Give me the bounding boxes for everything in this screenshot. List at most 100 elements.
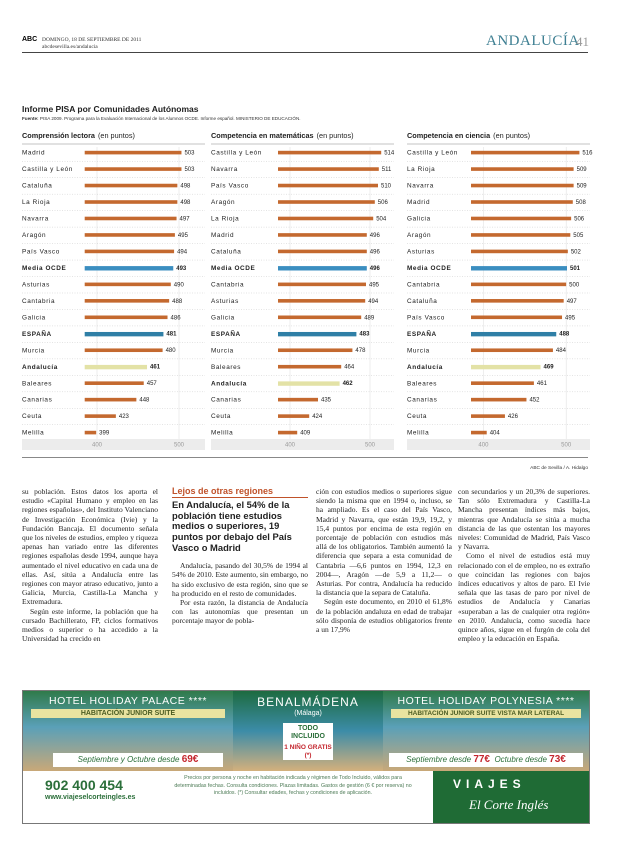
value-label: 505 (573, 233, 584, 239)
value-label: 509 (577, 167, 588, 173)
price-box: Septiembre desde 77€ Octubre desde 73€ (389, 753, 583, 767)
value-label: 510 (381, 184, 392, 190)
x-tick-label: 400 (285, 443, 296, 449)
category-label: Ceuta (407, 413, 427, 420)
bar (84, 414, 116, 418)
value-label: 500 (569, 282, 580, 288)
x-tick-label: 400 (92, 443, 103, 449)
category-label: La Rioja (22, 199, 50, 206)
category-label: Cantabria (211, 281, 244, 288)
category-label: ESPAÑA (211, 329, 241, 338)
hotel-name: HOTEL HOLIDAY PALACE **** (49, 695, 207, 707)
infographic-source: Fuente: PISA 2009. Programa para la Eval… (22, 116, 301, 121)
paragraph: Como el nivel de estudios está muy relac… (458, 551, 590, 644)
category-label: Cataluña (22, 183, 52, 190)
category-label: Melilla (22, 430, 44, 437)
source-text: PISA 2009. Programa para la Evaluación I… (39, 116, 301, 121)
value-label: 506 (378, 200, 389, 206)
category-label: Cataluña (407, 298, 437, 305)
bar (278, 348, 353, 353)
hotel-panel: HOTEL HOLIDAY PALACE **** HABITACIÓN JUN… (23, 691, 233, 771)
category-label: Baleares (407, 380, 437, 387)
value-label: 486 (171, 315, 182, 321)
badge: 1 NIÑO GRATIS (*) (283, 743, 333, 760)
bar (471, 183, 574, 188)
credit: ABC de Sevilla / A. Hidalgo (530, 466, 588, 471)
bar (471, 315, 563, 320)
brand: ABC (22, 36, 38, 43)
category-label: Castilla y León (211, 150, 262, 157)
category-label: Navarra (407, 183, 434, 190)
bar (278, 150, 382, 155)
bar (84, 233, 175, 237)
category-label: Galicia (22, 314, 46, 321)
category-label: Andalucía (22, 364, 58, 371)
date: DOMINGO, 18 DE SEPTIEMBRE DE 2011 (42, 37, 142, 43)
town-panel: BENALMÁDENA (Málaga) TODO INCLUIDO 1 NIÑ… (233, 691, 383, 771)
bar (84, 200, 178, 204)
sidebar-headline: En Andalucía, el 54% de la población tie… (172, 499, 292, 553)
category-label: La Rioja (211, 216, 239, 223)
value-label: 494 (368, 299, 379, 305)
phone: 902 400 454 (45, 777, 123, 793)
category-label: País Vasco (407, 314, 445, 321)
value-label: 409 (300, 431, 311, 437)
value-label: 488 (172, 299, 183, 305)
category-label: Castilla y León (22, 166, 73, 173)
bar (84, 348, 163, 353)
category-label: Murcia (22, 347, 45, 354)
paragraph: Por esta razón, la distancia de Andalucí… (172, 597, 308, 626)
value-label: 503 (184, 167, 195, 173)
bar (278, 430, 298, 435)
category-label: ESPAÑA (22, 329, 52, 338)
category-label: Navarra (22, 216, 49, 223)
x-tick-label: 400 (478, 443, 489, 449)
bar (278, 397, 318, 402)
province: (Málaga) (294, 710, 322, 717)
category-label: Cantabria (22, 298, 55, 305)
value-label: 483 (359, 332, 370, 338)
infographic-title: Informe PISA por Comunidades Autónomas (22, 104, 199, 114)
room-type: HABITACIÓN JUNIOR SUITE (31, 709, 225, 718)
bar (84, 331, 164, 337)
brand-box: VIAJES El Corte Inglés (433, 771, 589, 823)
bar (471, 200, 573, 204)
category-label: Cantabria (407, 281, 440, 288)
category-label: Aragón (407, 232, 431, 239)
value-label: 498 (180, 200, 191, 206)
bar (471, 282, 567, 287)
chart-unit: (en puntos) (98, 131, 135, 140)
bar (84, 150, 182, 155)
value-label: 516 (582, 151, 593, 157)
value-label: 502 (571, 249, 582, 255)
bar (84, 249, 175, 254)
bar (278, 200, 375, 204)
page-number: 41 (576, 34, 589, 49)
bar (84, 430, 97, 435)
url: abcdesevilla.es/andalucia (42, 44, 98, 50)
price-text: Octubre desde (494, 755, 547, 764)
value-label: 423 (119, 414, 130, 420)
value-label: 494 (177, 249, 188, 255)
paragraph: Según este documento, en 2010 el 61,8% d… (316, 597, 452, 635)
value-label: 503 (184, 151, 195, 157)
bar (84, 315, 168, 320)
price-text: Septiembre y Octubre desde (77, 755, 180, 764)
hotel-name: HOTEL HOLIDAY POLYNESIA **** (397, 695, 575, 707)
bar (471, 233, 571, 237)
value-label: 489 (364, 315, 375, 321)
category-label: Asturias (407, 249, 435, 256)
category-label: Aragón (211, 199, 235, 206)
article-column: su población. Estos datos los aporta el … (22, 487, 158, 643)
bar (278, 364, 342, 369)
category-label: Galicia (211, 314, 235, 321)
category-label: Ceuta (22, 413, 42, 420)
chart-title: Competencia en matemáticas (en puntos) (211, 131, 354, 140)
paragraph: Según este informe, la población que ha … (22, 606, 158, 644)
bar (278, 315, 362, 320)
price: 73€ (549, 754, 566, 765)
x-tick-label: 500 (561, 443, 572, 449)
category-label: País Vasco (211, 183, 249, 190)
bar (84, 266, 174, 271)
bar (84, 299, 170, 303)
